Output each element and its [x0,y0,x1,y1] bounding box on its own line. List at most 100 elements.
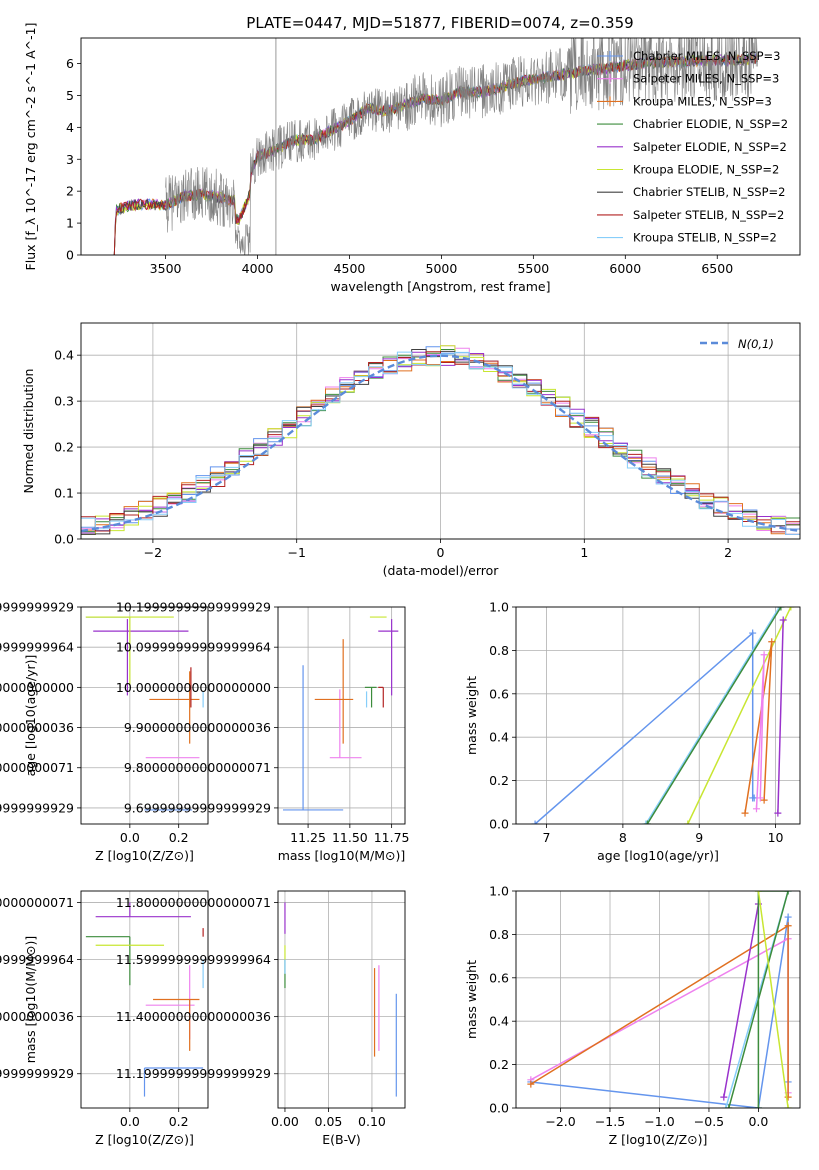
weight-line [723,903,760,1098]
x-tick-label: 5000 [426,261,458,276]
x-tick-label: 0.2 [169,830,189,845]
y-tick-label: 11.19999999999999929 [0,1066,74,1081]
spectrum-observed-line [165,38,758,255]
panel-mass_vs_ebv: 0.00 0.05 0.10 11.19999999999999929 11.40000… [116,890,406,1147]
x-tick-label: 6000 [609,261,641,276]
x-tick-label: −1.5 [595,1114,625,1129]
weight-line [646,607,782,824]
y-tick-label: 10.19999999999999929 [0,600,74,615]
weight-marker [784,891,792,895]
y-tick-label: 9.69999999999999929 [124,800,271,815]
residuals-legend: N(0,1) [700,337,774,351]
y-axis-label: mass weight [464,676,479,755]
y-tick-label: 0.3 [54,394,74,409]
y-tick-label: 2 [66,184,74,199]
panel-weight_vs_Z: −2.0 −1.5 −1.0 −0.5 0.0 0.0 0.2 0.4 0.6 0.8 1.0 Z [… [464,884,801,1147]
legend-label: Chabrier ELODIE, N_SSP=2 [633,117,788,131]
y-tick-label: 1.0 [489,600,509,615]
y-tick-label: 10.19999999999999929 [116,600,271,615]
weight-marker [787,607,795,611]
axes-frame [515,606,801,825]
legend-label: Salpeter ELODIE, N_SSP=2 [633,140,787,154]
y-tick-label: 0.2 [489,1057,509,1072]
weight-line [687,607,792,824]
axes-frame [277,606,406,825]
weight-marker [779,616,787,624]
y-tick-label: 6 [66,56,74,71]
weight-marker [531,820,539,824]
weight-marker [754,1104,762,1108]
x-tick-label: 11.75 [374,830,410,845]
y-tick-label: 10.00000000000000000 [116,680,271,695]
x-tick-label: 0 [437,545,445,560]
weight-marker [722,1104,730,1108]
x-tick-label: 0.0 [748,1114,768,1129]
y-tick-label: 11.59999999999999964 [116,952,271,967]
x-tick-label: 1 [580,545,588,560]
x-tick-label: 0.05 [315,1114,343,1129]
normal-curve [81,354,800,533]
y-tick-label: 4 [66,120,74,135]
x-tick-label: 7 [543,830,551,845]
figure-title: PLATE=0447, MJD=51877, FIBERID=0074, z=0… [246,14,633,32]
plot-area-weight_vs_Z [527,891,792,1108]
x-tick-label: 10 [768,830,784,845]
y-tick-label: 9.69999999999999929 [0,800,74,815]
weight-marker [756,794,764,802]
weight-marker [777,607,785,611]
y-tick-label: 0.4 [489,1014,509,1029]
x-tick-label: −0.5 [694,1114,724,1129]
y-tick-label: 0 [66,248,74,263]
x-tick-label: 11.50 [332,830,368,845]
plot-area-mass_vs_Z [85,902,204,1097]
legend-label: Kroupa MILES, N_SSP=3 [633,94,772,108]
axes-frame [515,890,801,1109]
panel-residuals: −2 −1 0 1 2 0.0 0.1 0.2 0.3 0.4 (data-model)/error… [21,322,801,578]
y-tick-label: 9.80000000000000071 [124,760,271,775]
axes-frame [80,37,801,256]
y-tick-label: 0.4 [489,730,509,745]
plot-area-residuals [81,345,800,535]
weight-line [645,607,781,824]
y-tick-label: 0.2 [489,773,509,788]
y-axis-label: Flux [f_λ 10^-17 erg cm^-2 s^-1 A^-1] [23,23,38,271]
weight-marker [749,629,757,637]
weight-line [534,631,755,824]
plot-area-weight_vs_age [531,607,795,824]
weight-marker [643,820,651,824]
y-tick-label: 1 [66,216,74,231]
axes-frame [80,322,801,540]
x-axis-label: (data-model)/error [383,563,500,578]
weight-marker [768,638,776,646]
legend-label: Salpeter MILES, N_SSP=3 [633,72,779,86]
weight-marker [784,1104,792,1108]
y-tick-label: 0.1 [54,486,74,501]
x-axis-label: Z [log10(Z/Z⊙)] [95,848,194,863]
x-tick-label: 2 [724,545,732,560]
y-tick-label: 11.80000000000000071 [0,895,74,910]
x-axis-label: Z [log10(Z/Z⊙)] [95,1132,194,1147]
x-axis-label: wavelength [Angstrom, rest frame] [330,279,550,294]
weight-marker [754,891,762,895]
x-axis-label: E(B-V) [322,1132,361,1147]
y-tick-label: 1.0 [489,884,509,899]
x-tick-label: −2.0 [545,1114,575,1129]
x-axis-label: age [log10(age/yr)] [597,848,719,863]
y-tick-label: 5 [66,88,74,103]
y-tick-label: 11.80000000000000071 [116,895,271,910]
weight-marker [642,820,650,824]
spectrum-legend: Chabrier MILES, N_SSP=3 Salpeter MILES, N… [597,49,788,245]
y-tick-label: 0.0 [489,1101,509,1116]
legend-label: Chabrier MILES, N_SSP=3 [633,49,780,63]
weight-line [777,619,784,814]
y-tick-label: 10.09999999999999964 [116,640,271,655]
weight-marker [527,1080,535,1088]
x-tick-label: 6500 [701,261,733,276]
x-tick-label: −1 [287,545,305,560]
y-tick-label: 9.80000000000000071 [0,760,74,775]
weight-marker [784,913,792,921]
y-tick-label: 11.19999999999999929 [116,1066,271,1081]
axes-frame [277,890,406,1109]
legend-label: Chabrier STELIB, N_SSP=2 [633,185,785,199]
y-tick-label: 3 [66,152,74,167]
